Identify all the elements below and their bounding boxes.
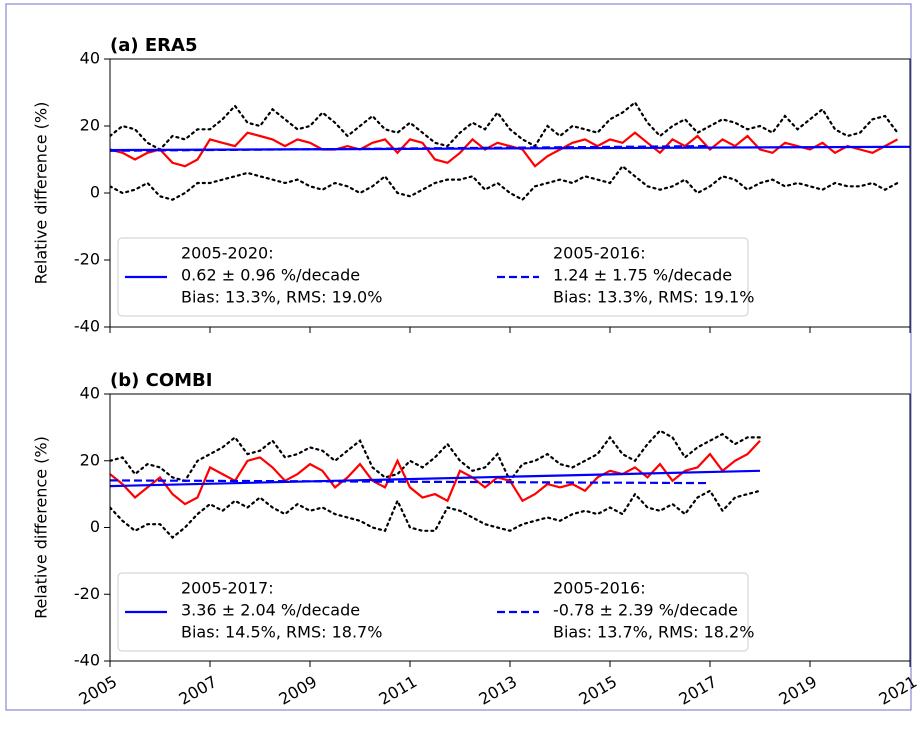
legend-label: Bias: 13.7%, RMS: 18.2% [553,623,754,642]
y-tick-label: -20 [74,250,100,269]
y-tick-label: 20 [80,116,100,135]
y-tick-label: -20 [74,584,100,603]
x-tick-label: 2017 [675,672,720,709]
x-tick-label: 2013 [475,672,520,709]
y-tick-label: 40 [80,384,100,403]
panel-title: (b) COMBI [110,370,212,391]
x-tick-label: 2005 [75,672,120,709]
trend-line [110,145,910,152]
legend-label: Bias: 13.3%, RMS: 19.1% [553,288,754,307]
x-tick-label: 2019 [775,672,820,709]
y-tick-label: 0 [90,517,100,536]
frame [5,3,912,711]
y-axis-label: Relative difference (%) [32,436,51,619]
bound-line [110,100,899,151]
x-tick-label: 2009 [275,672,320,709]
legend [117,237,749,317]
legend-label: -0.78 ± 2.39 %/decade [553,601,738,620]
legend-label: 2005-2017: [181,579,274,598]
bound-line [110,164,899,202]
legend-label: 0.62 ± 0.96 %/decade [181,266,360,285]
y-tick-label: 20 [80,450,100,469]
x-tick-label: 2015 [575,672,620,709]
plot-frame [109,58,911,328]
panel-title: (a) ERA5 [110,35,197,56]
legend-label: 1.24 ± 1.75 %/decade [553,266,732,285]
y-tick-label: -40 [74,317,100,336]
trend-line [110,469,761,488]
y-tick-label: 0 [90,183,100,202]
legend-label: 3.36 ± 2.04 %/decade [181,601,360,620]
x-tick-label: 2007 [175,672,220,709]
legend-label: 2005-2016: [553,579,646,598]
legend-label: Bias: 13.3%, RMS: 19.0% [181,288,382,307]
trend-line [110,479,711,485]
y-axis-label: Relative difference (%) [32,102,51,285]
legend [117,572,749,652]
y-tick-label: 40 [80,49,100,68]
legend-label: 2005-2020: [181,244,274,263]
legend-label: 2005-2016: [553,244,646,263]
bound-line [110,429,762,483]
plot-frame [109,393,911,662]
x-tick-label: 2011 [375,672,420,709]
data-line [110,131,899,168]
y-tick-label: -40 [74,651,100,670]
legend-label: Bias: 14.5%, RMS: 18.7% [181,623,382,642]
bound-line [110,489,762,539]
